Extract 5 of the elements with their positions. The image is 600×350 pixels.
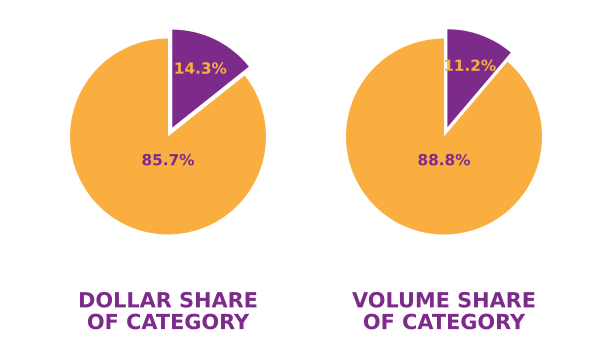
- text: DOLLAR SHARE OF CATEGORY: [80, 292, 256, 330]
- text: VOLUME SHARE OF CATEGORY: [352, 292, 534, 330]
- data-label: 14.3%: [176, 62, 226, 74]
- data-label: 88.8%: [418, 154, 470, 166]
- data-label: 85.7%: [142, 154, 194, 166]
